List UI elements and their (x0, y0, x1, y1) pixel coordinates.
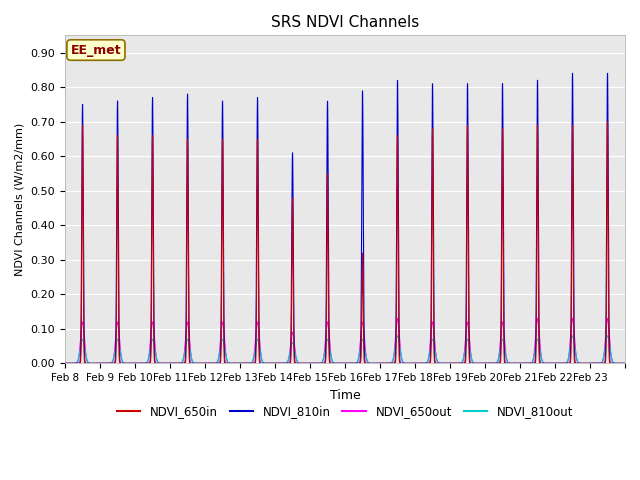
Y-axis label: NDVI Channels (W/m2/mm): NDVI Channels (W/m2/mm) (15, 123, 25, 276)
Title: SRS NDVI Channels: SRS NDVI Channels (271, 15, 419, 30)
Text: EE_met: EE_met (70, 44, 121, 57)
Legend: NDVI_650in, NDVI_810in, NDVI_650out, NDVI_810out: NDVI_650in, NDVI_810in, NDVI_650out, NDV… (112, 401, 578, 423)
X-axis label: Time: Time (330, 389, 360, 402)
